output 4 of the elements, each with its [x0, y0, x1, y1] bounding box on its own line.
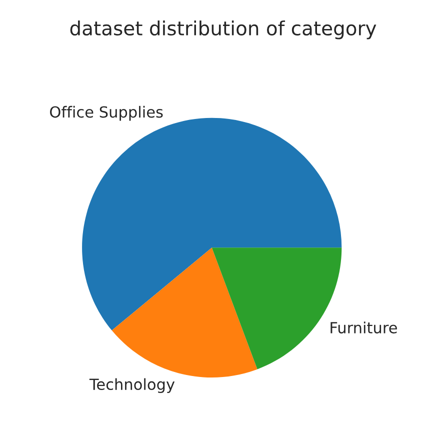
- slice-label: Technology: [89, 378, 175, 394]
- slice-label: Office Supplies: [50, 106, 163, 121]
- slice-label: Furniture: [330, 322, 397, 334]
- chart-title: dataset distribution of category: [70, 20, 376, 40]
